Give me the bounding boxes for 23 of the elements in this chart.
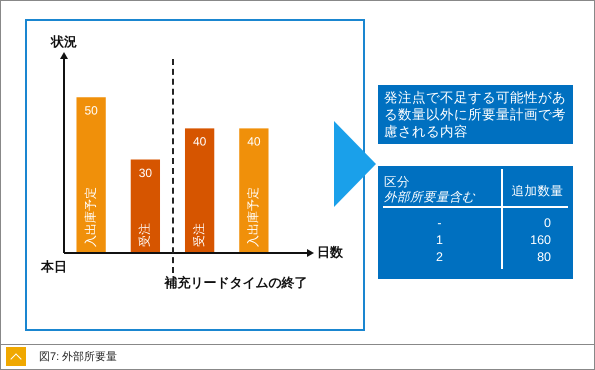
- category-label: 入出庫予定: [83, 187, 98, 247]
- category-label: 入出庫予定: [246, 187, 260, 247]
- category-label: 受注: [138, 223, 152, 247]
- text: 外部所要量含む: [384, 190, 475, 205]
- data-label: 50: [84, 104, 98, 118]
- data-label: 160: [530, 233, 551, 247]
- x-axis-title: 日数: [317, 244, 344, 260]
- data-label: 40: [247, 134, 261, 149]
- data-label: 80: [537, 250, 551, 264]
- data-label: 40: [192, 134, 207, 149]
- caption: 図7: 外部所要量: [39, 350, 118, 364]
- y-axis-title: 状況: [50, 34, 77, 50]
- data-label: 0: [544, 216, 551, 230]
- data-label: 30: [138, 166, 152, 180]
- text: 追加数量: [510, 183, 564, 200]
- category-label: 1: [435, 233, 444, 247]
- text: 発注点で不足する可能性がある数量以外に所要量計画で考慮される内容: [378, 85, 573, 144]
- text: 区分: [384, 175, 411, 190]
- text: 補充リードタイムの終了: [164, 275, 308, 290]
- category-label: 受注: [192, 223, 206, 247]
- category-label: -: [436, 216, 443, 230]
- category-label: 2: [435, 250, 444, 264]
- text: 本日: [40, 259, 67, 274]
